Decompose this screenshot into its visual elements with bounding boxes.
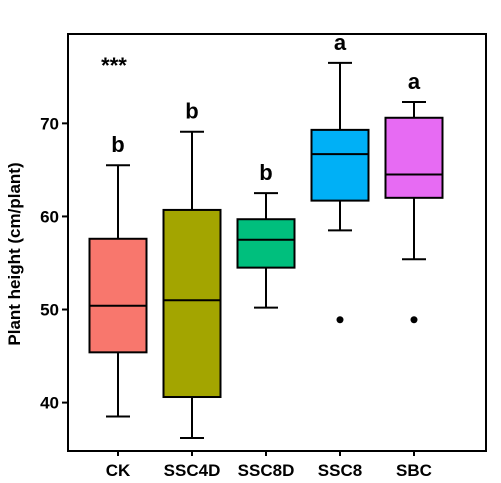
group-letter-CK: b bbox=[111, 132, 124, 157]
box-CK: b bbox=[88, 132, 148, 418]
y-axis: 40 50 60 70 bbox=[40, 114, 68, 413]
y-tick-label-60: 60 bbox=[40, 207, 59, 226]
x-tick-label-CK: CK bbox=[106, 461, 131, 478]
y-tick-label-50: 50 bbox=[40, 301, 59, 320]
box-SSC8: a bbox=[310, 30, 370, 324]
box-SSC8D: b bbox=[236, 160, 296, 309]
boxes: b b b a a bbox=[88, 30, 444, 439]
outlier-point bbox=[336, 316, 344, 324]
iqr-box bbox=[384, 116, 444, 199]
y-axis-label: Plant height (cm/plant) bbox=[5, 162, 24, 345]
iqr-box bbox=[162, 208, 222, 399]
iqr-box bbox=[88, 237, 148, 354]
group-letter-SSC4D: b bbox=[185, 99, 198, 124]
plot-frame bbox=[67, 33, 487, 452]
iqr-box bbox=[310, 128, 370, 202]
box-SSC4D: b bbox=[162, 99, 222, 439]
group-letter-SSC8: a bbox=[334, 30, 347, 55]
x-tick-label-SSC4D: SSC4D bbox=[164, 461, 221, 478]
x-tick-label-SSC8D: SSC8D bbox=[238, 461, 295, 478]
significance-label: *** bbox=[101, 53, 127, 78]
box-SBC: a bbox=[384, 69, 444, 324]
x-tick-label-SBC: SBC bbox=[396, 461, 432, 478]
x-axis-labels: CK SSC4D SSC8D SSC8 SBC bbox=[106, 451, 432, 480]
x-tick-label-SSC8: SSC8 bbox=[318, 461, 362, 478]
outlier-point bbox=[410, 316, 418, 324]
group-letter-SSC8D: b bbox=[259, 160, 272, 185]
y-tick-label-40: 40 bbox=[40, 394, 59, 413]
y-tick-label-70: 70 bbox=[40, 114, 59, 133]
iqr-box bbox=[236, 218, 296, 269]
group-letter-SBC: a bbox=[408, 69, 421, 94]
plot-border bbox=[67, 33, 487, 452]
